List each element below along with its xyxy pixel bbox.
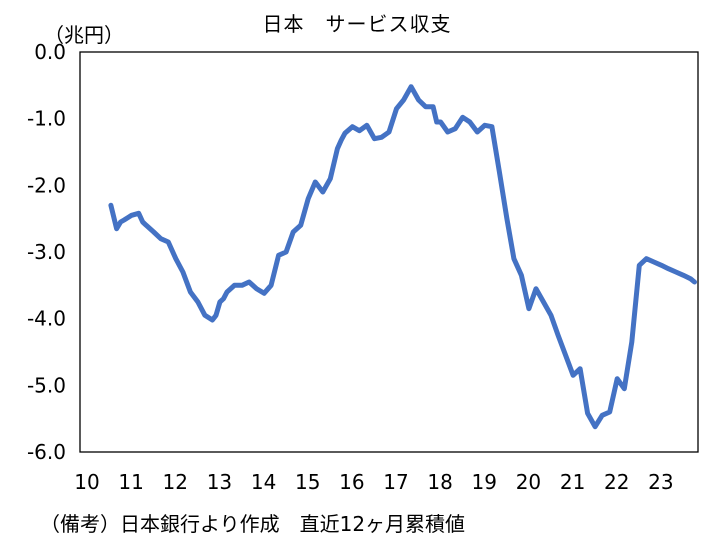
- plot-area-frame: [79, 51, 699, 453]
- x-tick-label: 20: [516, 470, 541, 494]
- series-line-0: [108, 84, 697, 430]
- series-group: [108, 84, 697, 430]
- x-tick-label: 16: [339, 470, 364, 494]
- x-tick-label: 11: [118, 470, 143, 494]
- y-tick-label: 0.0: [34, 40, 66, 64]
- source-note: （備考）日本銀行より作成 直近12ヶ月累積値: [40, 512, 466, 536]
- x-tick-label: 23: [648, 470, 673, 494]
- x-tick-label: 22: [604, 470, 629, 494]
- chart-title: 日本 サービス収支: [262, 12, 452, 36]
- y-tick-label: -6.0: [27, 440, 66, 464]
- y-axis-ticks: 0.0 -1.0 -2.0 -3.0 -4.0 -5.0 -6.0: [27, 40, 66, 464]
- x-axis-ticks: 10 11 12 13 14 15 16 17 18 19 20 21 22 23: [74, 470, 673, 494]
- x-tick-label: 19: [472, 470, 497, 494]
- x-tick-label: 15: [295, 470, 320, 494]
- y-axis-unit-label: （兆円）: [44, 23, 124, 47]
- x-tick-label: 21: [560, 470, 585, 494]
- y-tick-label: -4.0: [27, 307, 66, 331]
- x-tick-label: 14: [251, 470, 276, 494]
- x-tick-label: 13: [207, 470, 232, 494]
- y-tick-label: -1.0: [27, 107, 66, 131]
- x-tick-label: 18: [427, 470, 452, 494]
- x-tick-label: 17: [383, 470, 408, 494]
- y-tick-label: -2.0: [27, 173, 66, 197]
- y-tick-label: -5.0: [27, 373, 66, 397]
- x-tick-label: 12: [163, 470, 188, 494]
- y-tick-label: -3.0: [27, 240, 66, 264]
- x-tick-label: 10: [74, 470, 99, 494]
